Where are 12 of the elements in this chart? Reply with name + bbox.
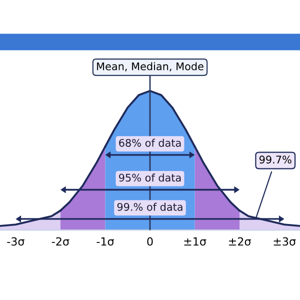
x-tick-label: ±2σ	[229, 237, 251, 246]
annotation: 68% of data	[119, 138, 181, 147]
x-tick-label: -2σ	[52, 237, 70, 246]
annotation: 99.% of data	[117, 202, 182, 211]
x-tick-label: 0	[147, 237, 153, 246]
ref-line-label: Mean, Median, Mode	[97, 62, 204, 72]
x-tick-label: -1σ	[96, 237, 114, 246]
x-tick-label: ±3σ	[274, 237, 296, 246]
x-tick-label: ±1σ	[184, 237, 206, 246]
annotation: 99.7%	[259, 156, 292, 164]
x-tick-label: -3σ	[7, 237, 24, 246]
annotation: 95% of data	[119, 174, 181, 182]
